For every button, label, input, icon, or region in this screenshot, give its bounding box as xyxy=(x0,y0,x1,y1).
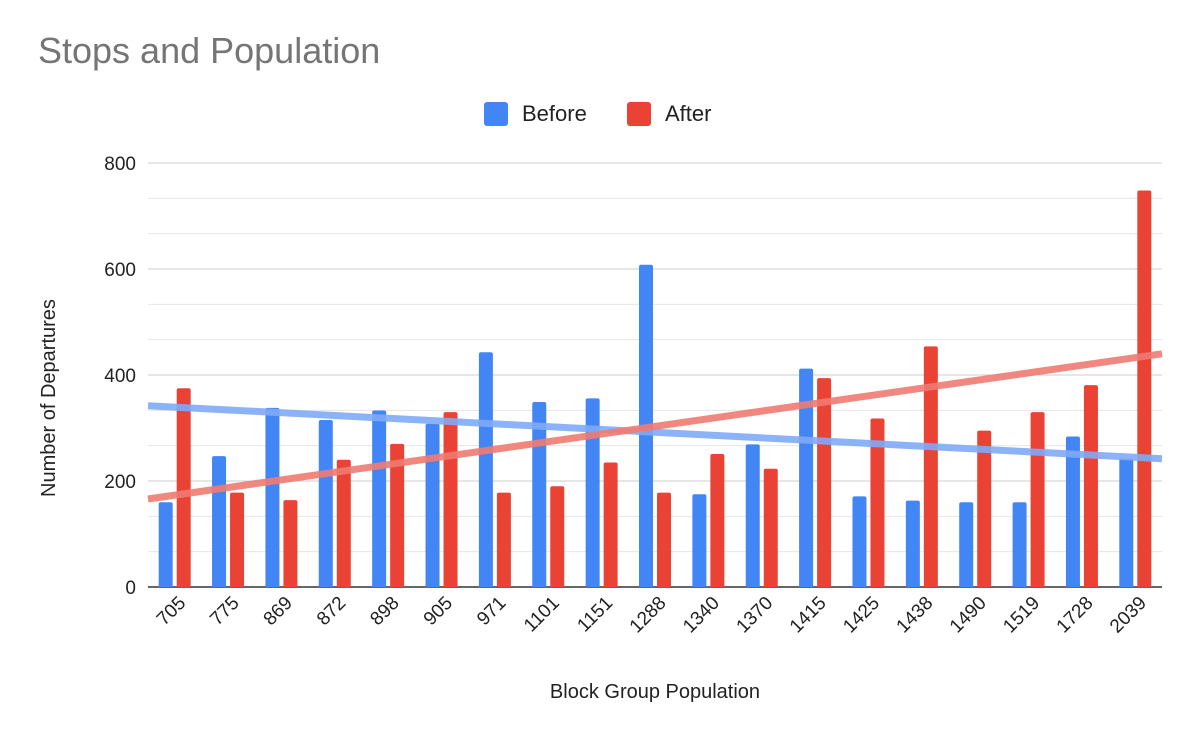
y-tick-label: 400 xyxy=(104,366,136,387)
bar-after-1151 xyxy=(603,462,618,587)
x-tick-label: 2039 xyxy=(1106,593,1151,638)
x-tick-label: 971 xyxy=(473,593,510,630)
x-axis-title: Block Group Population xyxy=(550,681,760,703)
bar-before-1490 xyxy=(959,502,974,587)
x-tick-label: 1101 xyxy=(520,593,564,637)
x-tick-label: 705 xyxy=(153,593,190,630)
y-tick-label: 0 xyxy=(125,578,136,599)
bar-before-1728 xyxy=(1065,436,1080,587)
bar-after-1728 xyxy=(1083,385,1098,587)
legend-label-before: Before xyxy=(522,101,587,126)
trendline-before xyxy=(147,402,1163,463)
x-tick-label: 1370 xyxy=(733,593,778,638)
bar-before-1519 xyxy=(1012,502,1027,587)
bar-after-1340 xyxy=(710,453,725,587)
bar-after-1288 xyxy=(657,492,671,587)
bar-after-705 xyxy=(176,388,191,587)
bar-before-2039 xyxy=(1119,458,1134,587)
bar-after-872 xyxy=(336,459,351,587)
bar-after-2039 xyxy=(1137,190,1152,587)
bar-before-1370 xyxy=(745,444,760,587)
bar-after-971 xyxy=(496,492,511,587)
x-tick-label: 1438 xyxy=(893,593,938,638)
legend-swatch-after xyxy=(627,102,651,126)
x-tick-label: 905 xyxy=(420,593,457,630)
bar-before-1101 xyxy=(532,402,547,587)
legend-swatch-before xyxy=(484,102,508,126)
y-tick-label: 600 xyxy=(104,260,136,281)
x-tick-label: 1415 xyxy=(786,593,831,638)
bar-before-1438 xyxy=(905,500,920,587)
x-tick-label: 872 xyxy=(313,593,350,630)
bar-after-1438 xyxy=(923,346,938,587)
bar-before-869 xyxy=(265,407,280,587)
chart-title: Stops and Population xyxy=(38,30,381,71)
y-axis-title: Number of Departures xyxy=(38,299,60,497)
bar-after-898 xyxy=(390,443,405,587)
bar-after-1425 xyxy=(870,418,885,587)
bar-before-971 xyxy=(478,352,493,587)
bars xyxy=(158,190,1152,587)
bar-after-1101 xyxy=(550,486,565,587)
gridlines xyxy=(148,162,1162,588)
bar-after-775 xyxy=(230,492,245,587)
y-tick-label: 200 xyxy=(104,472,136,493)
x-tick-label: 869 xyxy=(260,593,297,630)
bar-after-1519 xyxy=(1030,412,1045,587)
trendlines xyxy=(147,350,1163,503)
x-tick-label: 1728 xyxy=(1053,593,1098,638)
x-tick-label: 1340 xyxy=(679,593,724,638)
bar-before-898 xyxy=(372,410,387,587)
legend-label-after: After xyxy=(665,101,711,126)
x-tick-label: 1288 xyxy=(626,593,671,638)
x-tick-label: 1519 xyxy=(999,593,1044,638)
x-tick-label: 775 xyxy=(206,593,243,630)
bar-after-1490 xyxy=(977,430,992,587)
y-tick-label: 800 xyxy=(104,154,136,175)
bar-before-1425 xyxy=(852,496,867,587)
bar-before-1415 xyxy=(799,368,814,587)
x-tick-label: 1151 xyxy=(573,593,617,637)
legend: Before After xyxy=(484,101,711,126)
bar-after-905 xyxy=(443,412,458,587)
x-tick-label: 1425 xyxy=(839,593,884,638)
y-axis-ticks: 0 200 400 600 800 xyxy=(104,154,136,599)
x-axis-ticks: 705 775 869 872 898 905 971 1101 1151 1288 1340 137… xyxy=(153,593,1151,638)
bar-before-1151 xyxy=(585,398,600,587)
bar-before-1340 xyxy=(692,494,707,587)
bar-before-705 xyxy=(158,502,173,587)
bar-before-775 xyxy=(212,456,227,587)
bar-before-872 xyxy=(318,420,333,587)
bar-before-905 xyxy=(425,423,440,587)
bar-after-1415 xyxy=(817,378,832,587)
bar-after-869 xyxy=(283,500,298,587)
x-tick-label: 898 xyxy=(366,593,403,630)
trendline-after xyxy=(147,350,1163,503)
x-tick-label: 1490 xyxy=(946,593,991,638)
bar-after-1370 xyxy=(763,468,778,587)
